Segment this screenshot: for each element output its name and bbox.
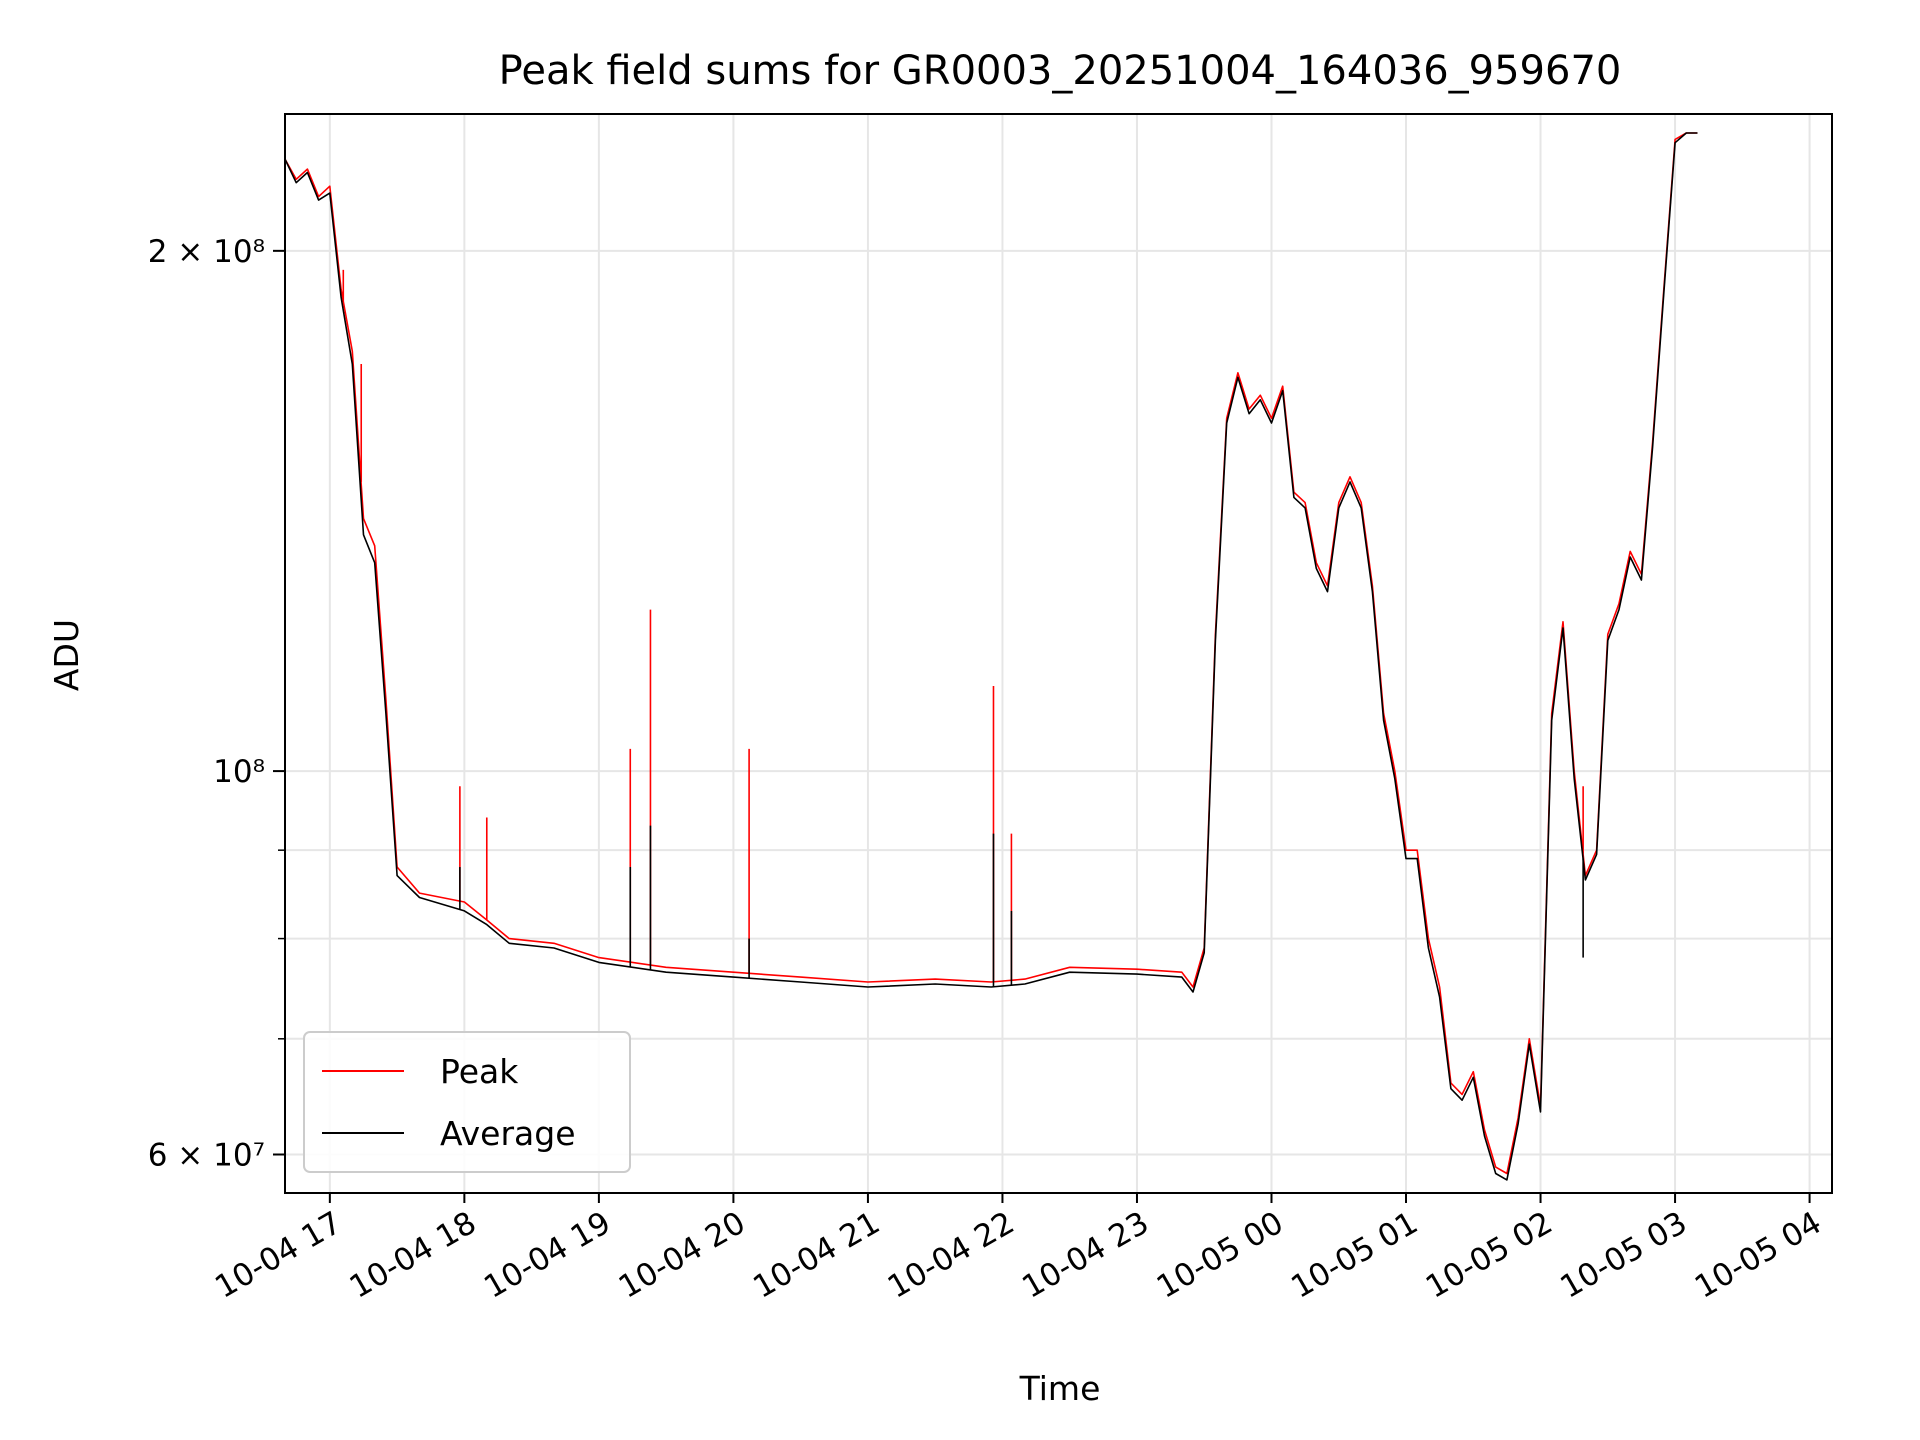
x-tick-label: 10-04 21	[747, 1205, 886, 1306]
series-line-average	[285, 132, 1698, 1181]
y-axis-title: ADU	[47, 619, 86, 691]
x-tick-label: 10-04 23	[1016, 1205, 1155, 1306]
y-tick-label: 6 × 10⁷	[148, 1138, 265, 1174]
legend-label-peak: Peak	[440, 1052, 519, 1091]
x-axis-title: Time	[1019, 1369, 1101, 1408]
x-tick-label: 10-04 18	[344, 1205, 483, 1306]
x-tick-label: 10-04 17	[209, 1205, 348, 1306]
legend-box	[303, 1031, 631, 1173]
x-tick-label: 10-04 22	[882, 1205, 1021, 1306]
x-tick-label: 10-04 19	[478, 1205, 617, 1306]
x-tick-label: 10-05 00	[1151, 1205, 1290, 1306]
y-tick-label: 10⁸	[213, 754, 265, 790]
axes-frame	[284, 113, 1833, 1194]
legend-label-average: Average	[440, 1114, 576, 1153]
legend: Peak Average	[303, 1031, 631, 1173]
x-tick-label: 10-05 01	[1285, 1205, 1424, 1306]
x-tick-label: 10-05 04	[1689, 1205, 1828, 1306]
x-tick-label: 10-05 03	[1554, 1205, 1693, 1306]
chart-title: Peak field sums for GR0003_20251004_1640…	[499, 48, 1622, 94]
plot-area	[285, 132, 1698, 1181]
y-tick-label: 2 × 10⁸	[148, 234, 265, 270]
series-line-peak	[285, 132, 1698, 1175]
x-tick-label: 10-04 20	[613, 1205, 752, 1306]
x-tick-label: 10-05 02	[1420, 1205, 1559, 1306]
y-axis: 2 × 10⁸ 10⁸ 6 × 10⁷	[148, 234, 285, 1174]
series-group	[285, 132, 1698, 1181]
